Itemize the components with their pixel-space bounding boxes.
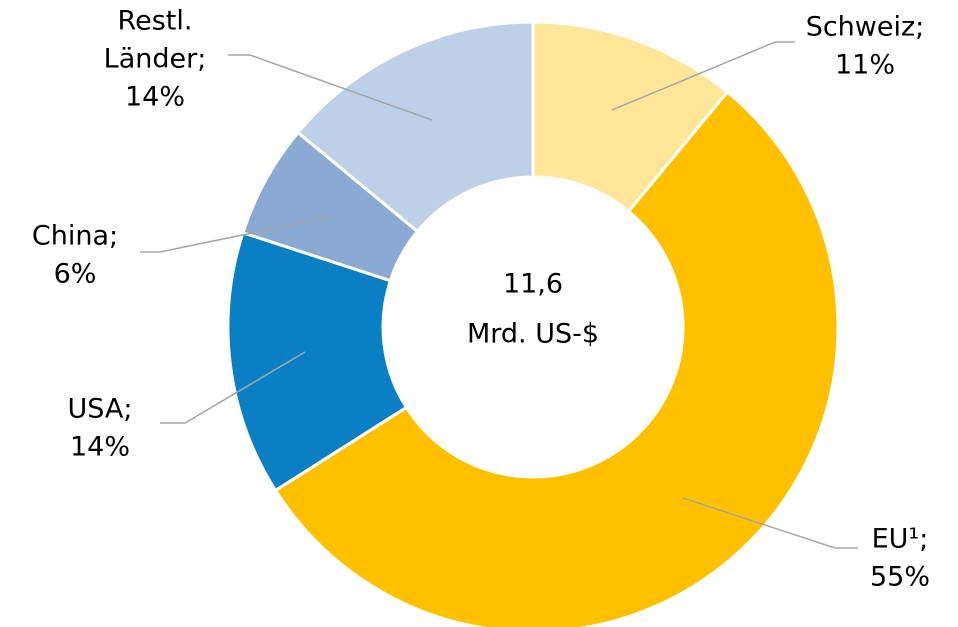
data-label-value: 14% xyxy=(70,432,130,463)
data-label-name: China; xyxy=(32,221,118,252)
label-separator: ; xyxy=(123,394,132,425)
data-label-value: 11% xyxy=(835,50,895,81)
donut-segment xyxy=(295,20,535,234)
leader-line xyxy=(682,497,858,549)
data-label-value: 55% xyxy=(870,562,930,593)
label-separator: ; xyxy=(915,12,924,43)
leader-line xyxy=(611,41,795,111)
data-label-value: 6% xyxy=(54,259,97,290)
data-label-name: EU¹; xyxy=(872,524,929,555)
leader-line xyxy=(228,54,433,121)
data-label-name: USA; xyxy=(68,394,133,425)
data-label-name: Restl. xyxy=(118,6,193,37)
center-text: 11,6 xyxy=(503,269,563,300)
label-separator: ; xyxy=(109,221,118,252)
label-separator: ; xyxy=(919,524,928,555)
leader-line xyxy=(160,351,306,424)
data-label-name: Schweiz; xyxy=(806,12,925,43)
data-label-value: 14% xyxy=(125,82,185,113)
donut-segment xyxy=(226,230,409,493)
donut-segment xyxy=(273,89,840,627)
data-label-name: Länder; xyxy=(104,44,207,75)
label-separator: ; xyxy=(197,44,206,75)
center-text: Mrd. US-$ xyxy=(467,319,599,350)
leader-line xyxy=(140,216,331,253)
